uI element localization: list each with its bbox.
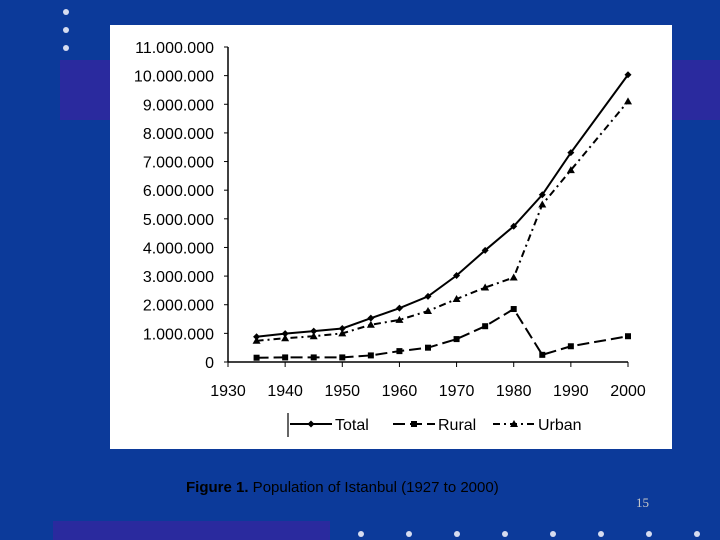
- legend-label-urban: Urban: [538, 417, 582, 434]
- decorative-dot: [694, 531, 700, 537]
- page-number: 15: [636, 495, 649, 510]
- legend-marker-rural: [411, 421, 417, 427]
- data-point-total: [395, 304, 403, 312]
- decorative-dot: [550, 531, 556, 537]
- data-point-rural: [482, 323, 489, 330]
- data-point-urban: [424, 307, 432, 315]
- decorative-bottom-bar: [53, 521, 330, 540]
- decorative-band-left: [60, 60, 112, 120]
- data-point-urban: [366, 320, 375, 328]
- data-point-rural: [253, 354, 260, 361]
- chart-legend: Total Rural Urban: [287, 413, 582, 437]
- decorative-dot: [358, 531, 364, 537]
- data-point-total: [481, 246, 489, 254]
- data-point-total: [281, 330, 289, 338]
- x-tick-label: 1980: [496, 383, 532, 400]
- x-tick-label: 1950: [324, 383, 360, 400]
- x-tick-label: 1960: [382, 383, 418, 400]
- data-point-rural: [339, 354, 346, 361]
- x-tick-label: 2000: [610, 383, 646, 400]
- y-tick-label: 2.000.000: [143, 298, 214, 315]
- x-tick-label: 1930: [210, 383, 246, 400]
- y-tick-label: 1.000.000: [143, 326, 214, 343]
- x-axis-ticks: 1930 1940 1950 1960 1970 1980 1990 2000: [210, 362, 646, 400]
- y-axis-ticks: 0 1.000.000 2.000.000 3.000.000 4.000.000 5.0…: [134, 40, 228, 372]
- data-point-total: [453, 272, 461, 280]
- data-point-urban: [395, 315, 404, 323]
- decorative-dot: [63, 9, 69, 15]
- y-tick-label: 5.000.000: [143, 212, 214, 229]
- y-tick-label: 4.000.000: [143, 240, 214, 257]
- data-point-urban: [338, 329, 347, 337]
- data-point-total: [253, 333, 261, 341]
- decorative-dot: [502, 531, 508, 537]
- data-point-total: [424, 292, 432, 300]
- data-point-rural: [425, 344, 431, 351]
- data-point-total: [338, 324, 346, 332]
- legend-marker-urban: [510, 420, 518, 427]
- data-point-total: [367, 314, 375, 322]
- population-line-chart: 1930 1940 1950 1960 1970 1980 1990 2000 0 1.000.…: [134, 40, 646, 437]
- data-point-total: [538, 191, 546, 199]
- data-point-urban: [252, 336, 261, 344]
- series-line-rural: [256, 307, 629, 359]
- decorative-dot: [646, 531, 652, 537]
- data-point-rural: [567, 343, 574, 350]
- y-tick-label: 10.000.000: [134, 69, 214, 86]
- y-tick-label: 3.000.000: [143, 269, 214, 286]
- data-point-rural: [282, 354, 289, 361]
- legend-marker-total: [307, 420, 315, 428]
- data-point-rural: [625, 333, 631, 340]
- y-tick-label: 11.000.000: [135, 40, 214, 57]
- decorative-dot: [598, 531, 604, 537]
- y-tick-label: 9.000.000: [143, 97, 214, 114]
- data-point-urban: [281, 334, 290, 342]
- data-point-urban: [624, 97, 632, 105]
- y-tick-label: 6.000.000: [143, 183, 214, 200]
- legend-label-total: Total: [335, 417, 369, 434]
- decorative-band-right: [672, 60, 720, 120]
- data-point-urban: [538, 200, 547, 208]
- decorative-dot: [454, 531, 460, 537]
- x-tick-label: 1970: [439, 383, 475, 400]
- data-point-urban: [509, 273, 518, 281]
- figure-caption-text: Population of Istanbul (1927 to 2000): [248, 479, 499, 496]
- figure-caption-label: Figure 1.: [186, 479, 249, 496]
- data-point-urban: [566, 166, 575, 174]
- data-point-rural: [396, 348, 403, 355]
- x-tick-label: 1940: [267, 383, 303, 400]
- figure-caption: Figure 1. Population of Istanbul (1927 t…: [186, 479, 499, 496]
- data-point-total: [510, 222, 518, 230]
- chart-panel: 1930 1940 1950 1960 1970 1980 1990 2000 0 1.000.…: [110, 25, 672, 449]
- data-point-total: [567, 149, 575, 157]
- data-point-total: [310, 327, 318, 335]
- decorative-dot: [406, 531, 412, 537]
- data-point-rural: [539, 351, 546, 358]
- legend-label-rural: Rural: [438, 417, 476, 434]
- x-tick-label: 1990: [553, 383, 589, 400]
- series-markers: [252, 71, 632, 361]
- data-point-rural: [310, 354, 317, 361]
- data-point-rural: [453, 336, 460, 343]
- data-point-total: [624, 71, 632, 79]
- data-point-rural: [510, 306, 517, 313]
- y-tick-label: 8.000.000: [143, 126, 214, 143]
- data-point-rural: [367, 352, 374, 359]
- y-tick-label: 7.000.000: [143, 155, 214, 172]
- series-lines: [256, 74, 629, 359]
- data-point-urban: [309, 332, 318, 340]
- decorative-dot: [63, 45, 69, 51]
- data-point-urban: [452, 295, 461, 302]
- series-line-total: [256, 74, 629, 338]
- series-line-urban: [256, 100, 629, 342]
- decorative-dot: [63, 27, 69, 33]
- y-tick-label: 0: [205, 355, 214, 372]
- chart-axes: [227, 47, 628, 363]
- data-point-urban: [481, 283, 490, 291]
